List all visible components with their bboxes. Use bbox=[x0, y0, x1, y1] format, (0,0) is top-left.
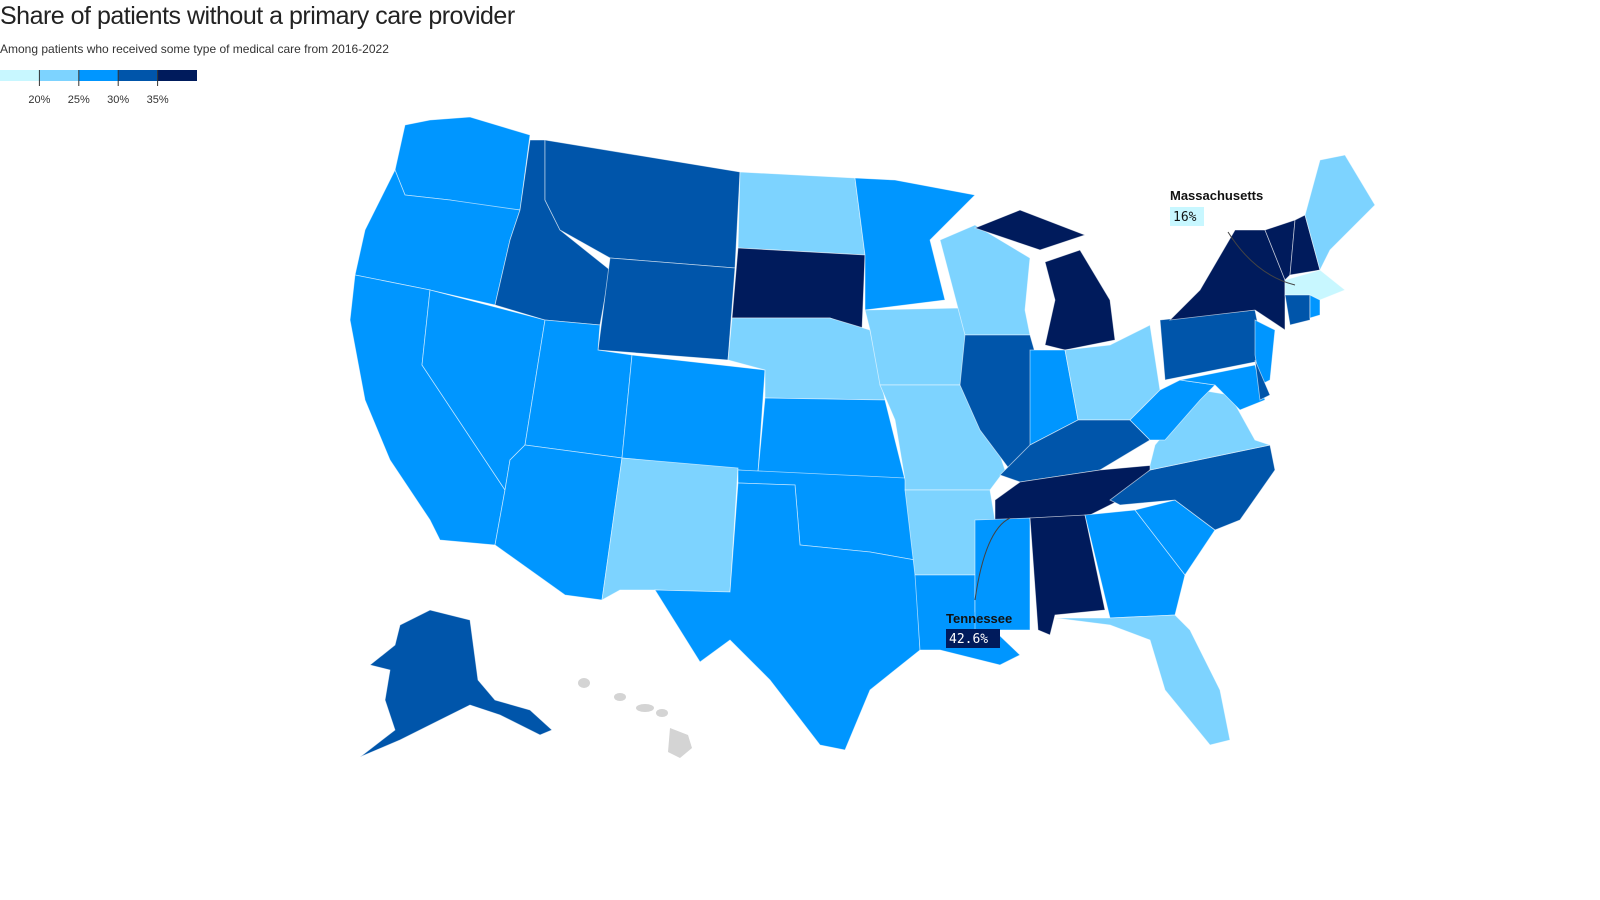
legend-swatch bbox=[78, 70, 119, 81]
annotation-value-box bbox=[1170, 207, 1204, 226]
state bbox=[1054, 614, 1231, 746]
island bbox=[656, 709, 668, 717]
legend-swatch bbox=[157, 70, 197, 81]
state bbox=[1129, 379, 1216, 441]
state bbox=[359, 609, 553, 758]
state bbox=[597, 257, 736, 361]
state bbox=[1179, 364, 1266, 411]
island bbox=[614, 693, 626, 701]
hawaii bbox=[578, 678, 692, 758]
state bbox=[1309, 294, 1321, 319]
island bbox=[668, 728, 692, 758]
state bbox=[1044, 249, 1116, 351]
state bbox=[1084, 509, 1186, 619]
legend-tick-label: 25% bbox=[68, 94, 90, 106]
state bbox=[1304, 154, 1376, 272]
annotation-value: 16% bbox=[1173, 210, 1197, 225]
state bbox=[974, 517, 1031, 631]
state bbox=[1284, 294, 1311, 326]
state bbox=[1254, 359, 1271, 401]
state bbox=[621, 354, 766, 473]
state bbox=[1284, 269, 1346, 301]
state bbox=[737, 171, 866, 256]
island bbox=[636, 704, 654, 712]
legend-swatch bbox=[39, 70, 79, 81]
annotation-value-box bbox=[946, 629, 1000, 648]
annotation-line bbox=[1227, 231, 1296, 286]
legend: 20% 25% 30% 35% bbox=[0, 70, 197, 106]
state bbox=[654, 482, 921, 751]
legend-tick-label: 35% bbox=[147, 94, 169, 106]
annotation-label: Massachusetts bbox=[1170, 188, 1263, 203]
annotation-line bbox=[974, 517, 1011, 601]
legend-tick-label: 30% bbox=[107, 94, 129, 106]
annotation-value: 42.6% bbox=[949, 632, 988, 647]
states bbox=[349, 116, 1376, 758]
state bbox=[601, 457, 739, 601]
subtitle: Among patients who received some type of… bbox=[0, 42, 389, 56]
state bbox=[494, 444, 623, 601]
legend-swatch bbox=[118, 70, 158, 81]
island bbox=[578, 678, 590, 688]
title: Share of patients without a primary care… bbox=[0, 2, 515, 30]
legend-swatch bbox=[0, 70, 40, 81]
state bbox=[973, 209, 1087, 251]
state bbox=[757, 397, 906, 481]
state bbox=[854, 177, 976, 311]
legend-tick-label: 20% bbox=[28, 94, 50, 106]
annotation-label: Tennessee bbox=[946, 611, 1012, 626]
